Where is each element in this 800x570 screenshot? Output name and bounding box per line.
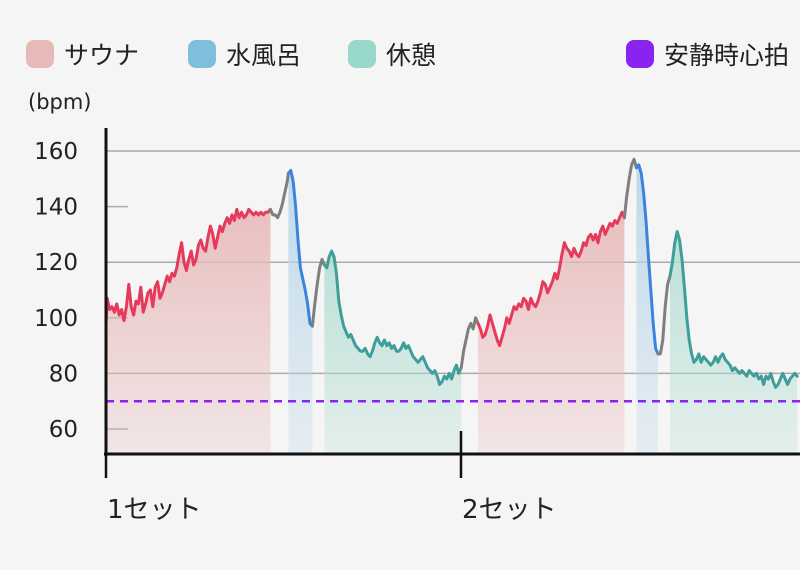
y-tick-label-160: 160 xyxy=(34,139,78,165)
line-transition-9 xyxy=(656,274,672,356)
y-tick-label-60: 60 xyxy=(49,417,78,443)
area-cold-8 xyxy=(636,164,658,454)
line-sauna-0 xyxy=(104,207,272,325)
line-transition-7 xyxy=(622,157,638,220)
legend-item-resting-hr: 安静時心拍 xyxy=(626,36,789,72)
line-sauna-6 xyxy=(476,210,626,348)
area-rest-10 xyxy=(670,231,798,454)
legend-item-rest: 休憩 xyxy=(348,36,436,72)
area-rest-4 xyxy=(324,251,462,454)
legend-label-cold-bath: 水風呂 xyxy=(226,41,302,70)
y-tick-label-100: 100 xyxy=(34,306,78,332)
area-sauna-0 xyxy=(106,209,271,454)
area-cold-2 xyxy=(288,170,313,454)
legend-label-resting-hr: 安静時心拍 xyxy=(664,41,790,70)
legend: サウナ 水風呂 休憩 安静時心拍 xyxy=(0,36,800,72)
legend-swatch-cold-bath xyxy=(188,40,216,68)
legend-item-sauna: サウナ xyxy=(26,36,139,72)
line-cold-2 xyxy=(286,169,314,328)
legend-label-sauna: サウナ xyxy=(64,41,140,70)
y-axis-unit: (bpm) xyxy=(28,90,92,114)
y-tick-label-80: 80 xyxy=(49,361,78,387)
legend-label-rest: 休憩 xyxy=(386,41,437,70)
x-marker-label-2: 2セット xyxy=(462,495,557,525)
line-transition-3 xyxy=(310,257,326,328)
line-transition-1 xyxy=(268,171,290,220)
line-transition-5 xyxy=(459,316,480,370)
legend-swatch-sauna xyxy=(26,40,54,68)
area-sauna-6 xyxy=(478,212,625,454)
line-rest-10 xyxy=(668,230,799,389)
y-tick-label-140: 140 xyxy=(34,195,78,221)
legend-swatch-resting-hr xyxy=(626,40,654,68)
legend-item-cold-bath: 水風呂 xyxy=(188,36,301,72)
y-tick-label-120: 120 xyxy=(34,250,78,276)
line-rest-4 xyxy=(322,249,463,386)
line-cold-8 xyxy=(634,163,660,356)
x-marker-label-1: 1セット xyxy=(107,495,202,525)
legend-swatch-rest xyxy=(348,40,376,68)
